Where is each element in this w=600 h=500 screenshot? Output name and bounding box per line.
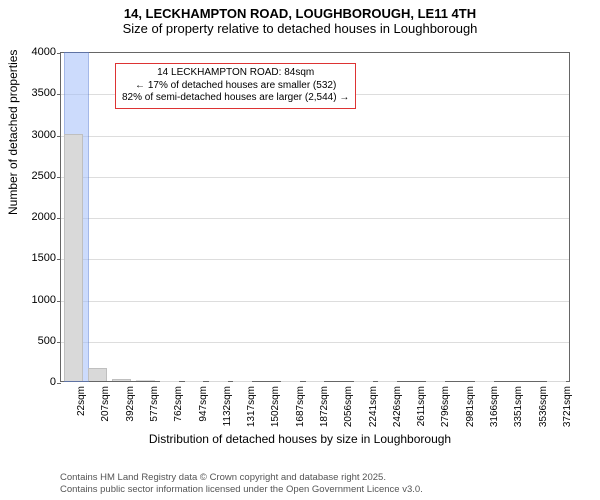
x-tick-label: 577sqm bbox=[149, 386, 160, 422]
bar-slot bbox=[424, 53, 448, 381]
x-tick-label: 3721sqm bbox=[562, 386, 573, 427]
y-tick-label: 3500 bbox=[6, 87, 56, 99]
bar-slot bbox=[448, 53, 472, 381]
footer-line: Contains public sector information licen… bbox=[60, 484, 423, 496]
x-tick-label: 1502sqm bbox=[270, 386, 281, 427]
y-tick-label: 1500 bbox=[6, 252, 56, 264]
x-tick-label: 3166sqm bbox=[489, 386, 500, 427]
annotation-line: 82% of semi-detached houses are larger (… bbox=[122, 92, 349, 105]
x-tick-label: 2056sqm bbox=[343, 386, 354, 427]
x-tick-label: 2241sqm bbox=[368, 386, 379, 427]
bar bbox=[64, 134, 83, 382]
x-tick-label: 1132sqm bbox=[222, 386, 233, 426]
bar bbox=[88, 368, 107, 381]
x-tick-label: 2426sqm bbox=[392, 386, 403, 427]
x-axis-label: Distribution of detached houses by size … bbox=[0, 432, 600, 446]
x-tick-label: 2796sqm bbox=[440, 386, 451, 427]
x-tick-label: 947sqm bbox=[198, 386, 209, 422]
y-tick-label: 500 bbox=[6, 335, 56, 347]
footer-line: Contains HM Land Registry data © Crown c… bbox=[60, 472, 423, 484]
y-tick-label: 1000 bbox=[6, 294, 56, 306]
bar bbox=[136, 380, 155, 381]
x-tick-label: 2981sqm bbox=[465, 386, 476, 427]
y-tick-label: 2000 bbox=[6, 211, 56, 223]
chart-title: 14, LECKHAMPTON ROAD, LOUGHBOROUGH, LE11… bbox=[0, 6, 600, 21]
bar-slot bbox=[496, 53, 520, 381]
chart-subtitle: Size of property relative to detached ho… bbox=[0, 21, 600, 36]
x-tick-label: 22sqm bbox=[76, 386, 87, 416]
x-tick-label: 762sqm bbox=[173, 386, 184, 422]
bar-slot bbox=[61, 53, 85, 381]
annotation-line: 14 LECKHAMPTON ROAD: 84sqm bbox=[122, 67, 349, 80]
title-block: 14, LECKHAMPTON ROAD, LOUGHBOROUGH, LE11… bbox=[0, 0, 600, 36]
annotation-box: 14 LECKHAMPTON ROAD: 84sqm ← 17% of deta… bbox=[115, 63, 356, 109]
bar-slot bbox=[375, 53, 399, 381]
x-tick-label: 392sqm bbox=[125, 386, 136, 422]
y-tick-label: 0 bbox=[6, 376, 56, 388]
bar-slot bbox=[545, 53, 569, 381]
bar-slot bbox=[472, 53, 496, 381]
bar-slot bbox=[400, 53, 424, 381]
footer: Contains HM Land Registry data © Crown c… bbox=[60, 472, 423, 496]
annotation-line: ← 17% of detached houses are smaller (53… bbox=[122, 80, 349, 93]
y-tick-label: 4000 bbox=[6, 46, 56, 58]
x-tick-label: 1687sqm bbox=[295, 386, 306, 427]
bar-slot bbox=[85, 53, 109, 381]
y-tick-label: 3000 bbox=[6, 129, 56, 141]
x-tick-label: 1317sqm bbox=[246, 386, 257, 427]
x-tick-label: 207sqm bbox=[100, 386, 111, 422]
x-tick-label: 2611sqm bbox=[416, 386, 427, 426]
x-tick-label: 3351sqm bbox=[513, 386, 524, 427]
bar bbox=[112, 379, 131, 381]
y-tick-label: 2500 bbox=[6, 170, 56, 182]
x-tick-label: 1872sqm bbox=[319, 386, 330, 427]
bar-slot bbox=[521, 53, 545, 381]
x-tick-label: 3536sqm bbox=[538, 386, 549, 427]
plot-area: 14 LECKHAMPTON ROAD: 84sqm ← 17% of deta… bbox=[60, 52, 570, 382]
